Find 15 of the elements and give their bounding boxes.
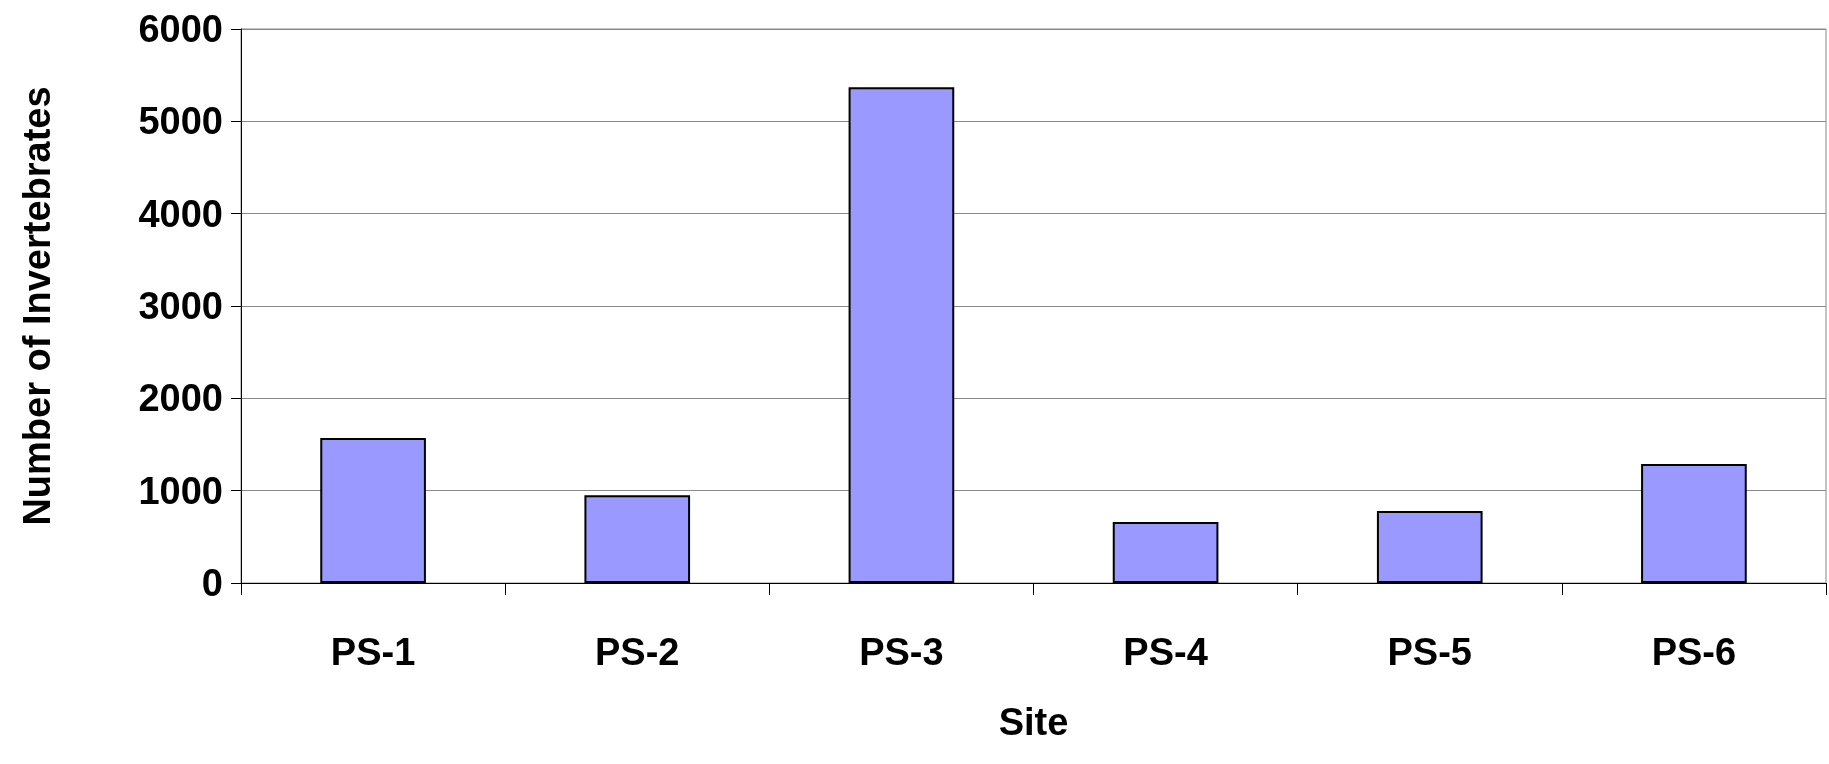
x-tick-label: PS-4 bbox=[1123, 631, 1208, 673]
x-tick-label: PS-3 bbox=[859, 631, 944, 673]
y-tick-label: 6000 bbox=[138, 8, 223, 50]
y-tick-label: 4000 bbox=[138, 192, 223, 235]
y-tick-label: 1000 bbox=[138, 469, 223, 512]
y-tick-label: 5000 bbox=[138, 100, 223, 143]
y-tick-label: 2000 bbox=[138, 377, 223, 420]
y-axis-title: Number of Invertebrates bbox=[16, 86, 58, 526]
x-tick-label: PS-6 bbox=[1651, 631, 1737, 673]
y-tick-label: 3000 bbox=[138, 285, 223, 327]
x-tick-label: PS-5 bbox=[1387, 631, 1472, 673]
y-tick-label: 0 bbox=[201, 562, 223, 604]
x-tick-label: PS-2 bbox=[595, 631, 680, 673]
x-axis-title: Site bbox=[998, 701, 1069, 743]
x-tick-label: PS-1 bbox=[330, 631, 416, 673]
